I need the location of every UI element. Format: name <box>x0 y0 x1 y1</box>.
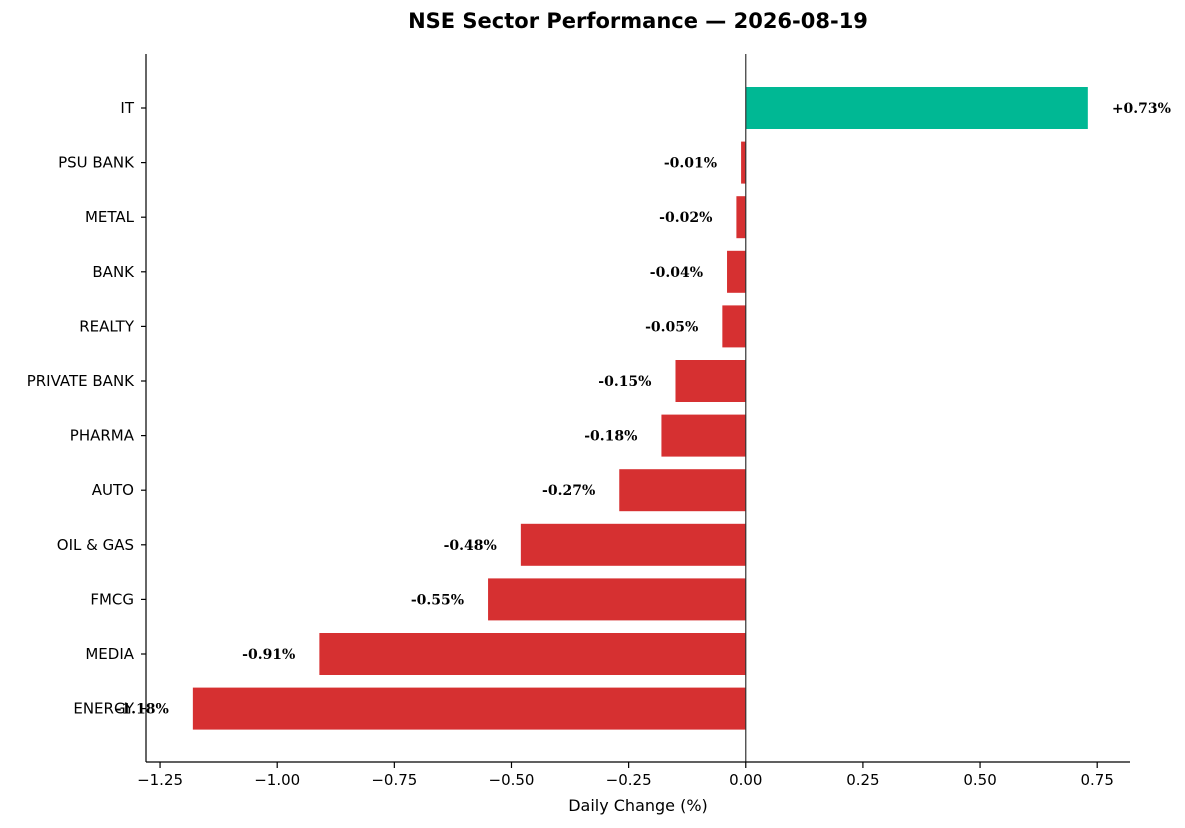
value-label: -0.05% <box>645 319 698 335</box>
category-label: PSU BANK <box>58 154 135 172</box>
bars-group <box>192 87 1088 730</box>
x-tick-label: 0.50 <box>963 771 996 789</box>
value-label: -0.02% <box>659 210 712 226</box>
bar-realty <box>722 305 746 348</box>
x-tick-label: −0.50 <box>489 771 535 789</box>
x-tick-label: −0.75 <box>371 771 417 789</box>
x-axis-label: Daily Change (%) <box>568 796 708 815</box>
data-labels: +0.73% -0.01% -0.02% -0.04% -0.05% -0.15% -0.1… <box>116 101 1171 718</box>
category-label: BANK <box>92 263 135 281</box>
value-label: -0.48% <box>444 538 497 554</box>
x-tick-label: −1.25 <box>137 771 183 789</box>
category-labels: IT PSU BANK METAL BANK REALTY PRIVATE BANK PHA… <box>27 99 146 718</box>
x-tick-label: −0.25 <box>606 771 652 789</box>
x-axis-ticks: −1.25 −1.00 −0.75 −0.50 −0.25 0.00 0.25 0.50 0.7… <box>137 762 1114 789</box>
bar-bank <box>727 250 746 293</box>
value-label: -0.91% <box>242 647 295 663</box>
value-label: -0.18% <box>584 429 637 445</box>
category-label: IT <box>120 99 134 117</box>
bar-energy <box>192 687 746 730</box>
category-label: ENERGY <box>73 700 134 718</box>
x-tick-label: −1.00 <box>254 771 300 789</box>
bar-auto <box>619 469 746 512</box>
value-label: -0.15% <box>598 374 651 390</box>
value-label: -1.18% <box>116 702 169 718</box>
category-label: PHARMA <box>70 427 135 445</box>
bar-fmcg <box>488 578 746 621</box>
bar-psu-bank <box>741 141 746 184</box>
value-label: -0.55% <box>411 592 464 608</box>
value-label: +0.73% <box>1112 101 1171 117</box>
chart-title: NSE Sector Performance — 2026-08-19 <box>408 9 868 33</box>
x-tick-label: 0.00 <box>729 771 762 789</box>
category-label: PRIVATE BANK <box>27 372 135 390</box>
value-label: -0.04% <box>650 265 703 281</box>
bar-private-bank <box>675 360 746 402</box>
category-label: MEDIA <box>85 645 134 663</box>
bar-oil-gas <box>520 523 746 566</box>
x-tick-label: 0.25 <box>846 771 879 789</box>
bar-media <box>319 633 746 675</box>
bar-pharma <box>661 414 746 457</box>
category-label: FMCG <box>90 590 134 608</box>
category-label: METAL <box>85 208 135 226</box>
bar-it <box>745 87 1088 129</box>
category-label: REALTY <box>79 317 135 335</box>
bar-metal <box>736 196 746 239</box>
category-label: OIL & GAS <box>57 536 134 554</box>
value-label: -0.01% <box>664 156 717 172</box>
value-label: -0.27% <box>542 483 595 499</box>
x-tick-label: 0.75 <box>1080 771 1113 789</box>
category-label: AUTO <box>92 481 134 499</box>
